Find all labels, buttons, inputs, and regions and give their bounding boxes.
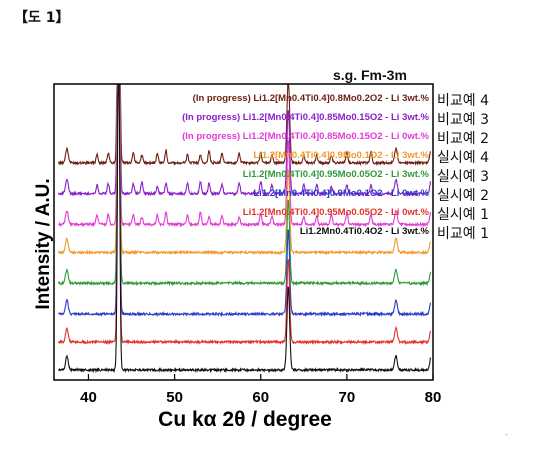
footnote-mark: -	[505, 430, 508, 439]
series-labels: (In progress) Li1.2[Mn0.4Ti0.4]0.8Mo0.2O…	[182, 93, 489, 242]
x-axis-label: Cu kα 2θ / degree	[158, 408, 332, 431]
series-name-comp4: 비교예 4	[437, 93, 489, 109]
series-formula-ex1: Li1.2[Mn0.4Ti0.4]0.95Mo0.05O2 - Li 0wt.%	[243, 207, 430, 218]
x-tick-label-40: 40	[80, 389, 97, 406]
series-formula-comp1: Li1.2Mn0.4Ti0.4O2 - Li 3wt.%	[300, 226, 430, 237]
chart-traces	[57, 84, 431, 374]
series-formula-ex3: Li1.2[Mn0.4Ti0.4]0.95Mo0.05O2 - Li 3wt.%	[243, 169, 430, 180]
space-group-label: s.g. Fm-3m	[333, 67, 407, 83]
series-name-ex3: 실시예 3	[437, 169, 489, 185]
series-formula-comp2: (In progress) Li1.2[Mn0.4Ti0.4]0.85Mo0.1…	[182, 131, 429, 142]
series-name-comp2: 비교예 2	[437, 131, 489, 147]
series-formula-comp3: (In progress) Li1.2[Mn0.4Ti0.4]0.85Mo0.1…	[182, 112, 429, 123]
x-tick-label-70: 70	[339, 389, 356, 406]
series-name-ex1: 실시예 1	[437, 207, 489, 223]
plot-frame	[53, 83, 434, 381]
x-tick-label-50: 50	[166, 389, 183, 406]
series-formula-comp4: (In progress) Li1.2[Mn0.4Ti0.4]0.8Mo0.2O…	[193, 93, 430, 104]
series-name-comp3: 비교예 3	[437, 112, 489, 128]
series-name-ex2: 실시예 2	[437, 188, 489, 204]
series-formula-ex4: Li1.2[Mn0.4Ti0.4]0.9Mo0.1O2 - Li 3wt.%	[253, 150, 429, 161]
x-tick-label-60: 60	[252, 389, 269, 406]
figure-label: 【도 1】	[14, 10, 70, 26]
x-tick-label-80: 80	[425, 389, 442, 406]
series-name-ex4: 실시예 4	[437, 150, 489, 166]
series-formula-ex2: Li1.2[Mn0.4Ti0.4]0.9Mo0.1O2 - Li 0wt.%	[253, 188, 429, 199]
series-line-comp1	[57, 84, 431, 374]
x-ticks: 40 50 60 70 80	[80, 374, 441, 406]
series-name-comp1: 비교예 1	[437, 226, 489, 242]
